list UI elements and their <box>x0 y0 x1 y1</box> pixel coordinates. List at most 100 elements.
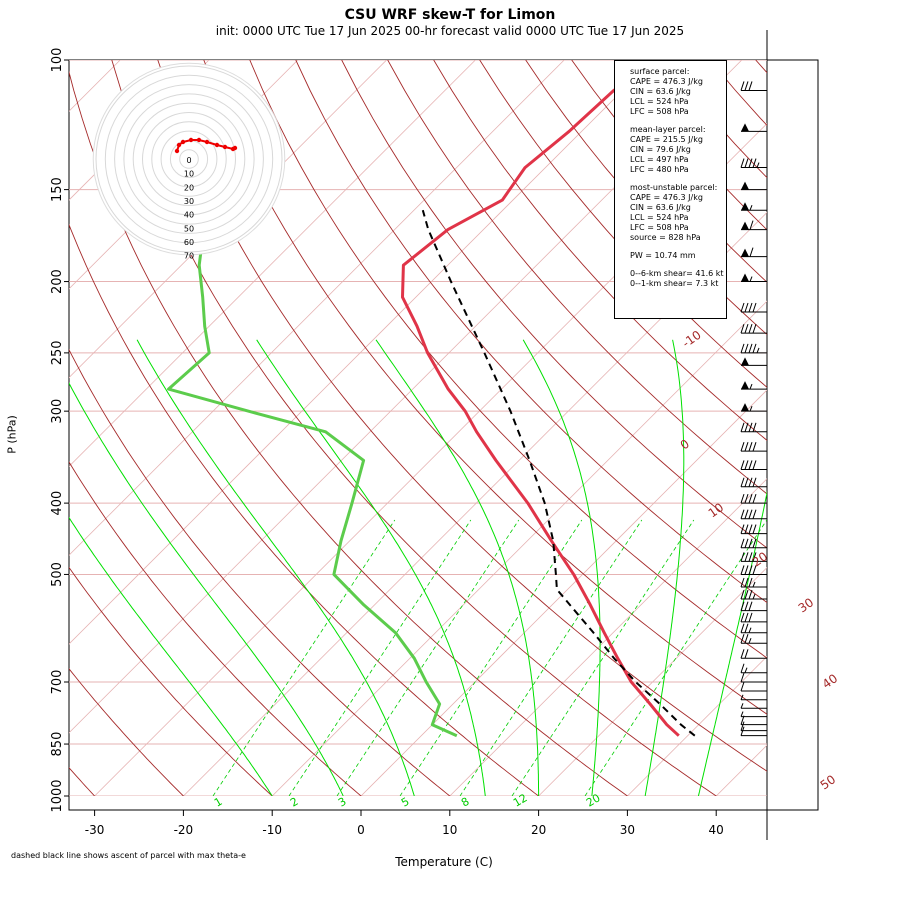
legend-line: source = 828 hPa <box>630 233 701 242</box>
hodograph-ring <box>104 74 274 244</box>
mixing-ratio-line <box>584 519 767 796</box>
legend-line: CAPE = 476.3 J/kg <box>630 193 703 202</box>
y-tick-label: 850 <box>50 732 65 757</box>
x-tick-label: 40 <box>709 823 724 837</box>
moist-adiabat <box>522 339 601 796</box>
isotherm-line <box>69 60 565 556</box>
isotherm-line <box>69 60 210 201</box>
x-tick-label: 30 <box>620 823 635 837</box>
wind-barb <box>741 202 767 211</box>
y-axis-label: P (hPa) <box>5 415 19 454</box>
x-tick-label: 20 <box>531 823 546 837</box>
wind-barb <box>741 123 767 132</box>
legend-line: surface parcel: <box>630 67 690 76</box>
chart-title: CSU WRF skew-T for Limon <box>344 7 556 23</box>
wind-barb <box>740 81 767 91</box>
dry-adiabat <box>479 60 767 388</box>
x-tick-label: 10 <box>442 823 457 837</box>
dewpoint-profile-line <box>167 209 458 738</box>
y-tick-label: 200 <box>50 269 65 294</box>
isotherm-line <box>360 389 767 796</box>
hodograph-ring <box>142 112 236 206</box>
dry-adiabat <box>709 60 767 126</box>
legend-line: CIN = 63.6 J/kg <box>630 203 691 212</box>
moist-adiabat <box>256 339 486 796</box>
dry-adiabat <box>249 60 767 659</box>
hodograph-ring-label: 0 <box>186 156 191 165</box>
y-tick-label: 250 <box>50 340 65 365</box>
mixing-ratio-label: 1 <box>212 795 225 810</box>
wind-barb <box>740 721 767 732</box>
legend-line: LFC = 508 hPa <box>630 107 689 116</box>
hodograph-ring-label: 40 <box>184 211 194 220</box>
mixing-ratio-label: 3 <box>336 795 349 810</box>
x-tick-label: -20 <box>174 823 194 837</box>
isotherm-line <box>538 567 767 796</box>
temperature-profile-line <box>401 60 680 737</box>
wind-barb <box>741 403 767 412</box>
parcel-stats-legend: surface parcel: CAPE = 476.3 J/kg CIN = … <box>614 60 727 319</box>
legend-line: CIN = 79.6 J/kg <box>630 145 691 154</box>
dry-adiabat <box>755 60 767 74</box>
isotherm-line <box>271 300 767 796</box>
isotherm-line <box>69 60 476 467</box>
hodograph-point <box>188 137 194 143</box>
dry-adiabat <box>69 348 451 796</box>
wind-barb <box>741 381 767 390</box>
wind-barb <box>740 565 767 575</box>
wind-barb <box>740 323 767 334</box>
mixing-ratio-line <box>288 519 472 796</box>
legend-line: LCL = 497 hPa <box>630 155 689 164</box>
legend-line: LFC = 508 hPa <box>630 223 689 232</box>
legend-line: 0--6-km shear= 41.6 kt <box>630 269 724 278</box>
mixing-ratio-label: 5 <box>399 795 412 810</box>
wind-barb <box>740 158 767 169</box>
wind-barb <box>741 247 767 258</box>
moist-adiabat <box>375 339 540 796</box>
isotherm-line <box>805 60 900 796</box>
x-tick-label: -10 <box>262 823 282 837</box>
y-tick-label: 1000 <box>50 779 65 812</box>
hodograph-ring <box>95 65 283 253</box>
y-tick-label: 100 <box>50 48 65 73</box>
wind-barb <box>740 442 767 452</box>
mixing-ratio-label: 2 <box>288 795 301 810</box>
isotherm-label: 40 <box>820 671 841 691</box>
moist-adiabat <box>697 490 767 796</box>
wind-barb <box>740 649 767 659</box>
isotherm-line <box>69 60 654 645</box>
legend-line: most-unstable parcel: <box>630 183 718 192</box>
legend-line: mean-layer parcel: <box>630 125 706 134</box>
isotherm-label: 50 <box>818 772 839 792</box>
wind-barb <box>740 715 767 726</box>
hodograph-background <box>92 62 286 256</box>
isotherm-line <box>627 655 767 796</box>
wind-barb <box>740 634 767 644</box>
hodograph-point <box>176 142 182 148</box>
hodograph-ring <box>151 121 227 197</box>
wind-barb <box>740 524 767 535</box>
hodograph-ring-label: 70 <box>184 252 194 261</box>
wind-barb <box>740 623 767 634</box>
dry-adiabat <box>111 60 717 796</box>
hodograph-ring <box>123 93 255 225</box>
wind-barb <box>740 477 767 488</box>
wind-barb <box>740 612 767 623</box>
isotherm-line <box>183 211 767 796</box>
hodograph-ring <box>179 149 199 169</box>
isotherm-label: -10 <box>680 328 704 351</box>
legend-line: PW = 10.74 mm <box>630 251 696 260</box>
legend-line: 0--1-km shear= 7.3 kt <box>630 279 719 288</box>
wind-barb <box>740 726 767 737</box>
y-tick-label: 300 <box>50 399 65 424</box>
x-axis-label: Temperature (C) <box>395 855 493 869</box>
mixing-ratio-line <box>399 519 583 796</box>
wind-barb <box>740 493 767 504</box>
dry-adiabat <box>69 566 273 796</box>
wind-barb <box>740 460 767 470</box>
chart-subtitle: init: 0000 UTC Tue 17 Jun 2025 00-hr for… <box>215 24 685 38</box>
wind-barb <box>740 509 767 520</box>
hodograph-trace <box>176 139 236 152</box>
